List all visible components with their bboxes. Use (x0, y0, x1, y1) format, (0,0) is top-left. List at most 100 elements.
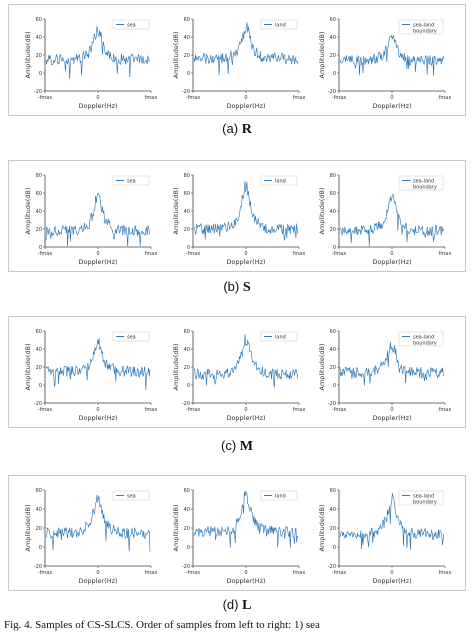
x-tick-label: 0 (96, 95, 99, 101)
y-tick-label: -20 (182, 564, 190, 570)
row-r-plots: -20 0 20 40 60 -fmax 0 fmax Amplitude(dB) Doppler… (24, 17, 451, 110)
legend: land (260, 175, 298, 186)
legend-label: land (275, 335, 286, 341)
x-tick-label: -fmax (186, 95, 200, 101)
series-line (193, 334, 299, 388)
legend-label: boundary (413, 29, 437, 35)
legend-label: boundary (413, 500, 437, 506)
x-tick-label: 0 (390, 95, 393, 101)
x-tick-label: -fmax (186, 251, 200, 257)
y-tick-label: 0 (333, 383, 336, 389)
y-tick-label: -20 (328, 401, 336, 407)
y-tick-label: 0 (39, 71, 42, 77)
y-axis-label: Amplitude(dB) (318, 344, 326, 391)
y-tick-label: 40 (330, 507, 336, 513)
y-tick-label: -20 (34, 401, 42, 407)
x-tick-label: fmax (145, 95, 158, 101)
y-tick-label: 40 (330, 35, 336, 41)
legend-box (112, 331, 150, 342)
y-axis-label: Amplitude(dB) (172, 188, 180, 235)
legend: land (260, 490, 298, 501)
series-line (339, 194, 445, 247)
series-line (193, 180, 299, 241)
x-axis-label: Doppler(Hz) (78, 102, 117, 110)
x-tick-label: 0 (96, 251, 99, 257)
y-tick-label: 20 (36, 227, 42, 233)
legend-label: sea-land (413, 23, 434, 29)
y-tick-label: 20 (330, 365, 336, 371)
legend-box (260, 175, 298, 186)
y-axis-label: Amplitude(dB) (318, 505, 326, 552)
y-tick-label: -20 (182, 89, 190, 95)
y-tick-label: 0 (39, 245, 42, 251)
series-line (45, 192, 151, 247)
y-tick-label: 40 (330, 347, 336, 353)
x-axis-label: Doppler(Hz) (372, 258, 411, 266)
x-tick-label: 0 (390, 407, 393, 413)
y-tick-label: 0 (187, 71, 190, 77)
y-tick-label: 80 (184, 173, 190, 179)
y-tick-label: 60 (330, 329, 336, 335)
y-tick-label: 0 (333, 545, 336, 551)
x-tick-label: 0 (244, 407, 247, 413)
legend-label: sea (127, 494, 136, 500)
x-tick-label: -fmax (38, 570, 52, 576)
legend-box (398, 19, 444, 35)
y-tick-label: 60 (330, 488, 336, 494)
y-tick-label: 20 (330, 227, 336, 233)
y-tick-label: 20 (36, 365, 42, 371)
subplot-r-2: -20 0 20 40 60 -fmax 0 fmax Amplitude(dB) Doppler… (172, 17, 305, 110)
y-axis-label: Amplitude(dB) (24, 505, 32, 552)
x-tick-label: -fmax (38, 407, 52, 413)
y-tick-label: 20 (36, 526, 42, 532)
row-s-plots: 0 20 40 60 80 -fmax 0 fmax Amplitude(dB) Doppler(… (24, 173, 452, 266)
legend-label: land (275, 179, 286, 185)
x-tick-label: fmax (145, 570, 158, 576)
y-tick-label: -20 (328, 564, 336, 570)
figure-caption: Fig. 4. Samples of CS-SLCS. Order of sam… (4, 619, 320, 631)
x-tick-label: fmax (293, 570, 306, 576)
y-tick-label: 0 (187, 383, 190, 389)
legend: sea (112, 175, 150, 186)
legend: land (260, 19, 298, 30)
legend-box (398, 490, 444, 506)
y-axis-label: Amplitude(dB) (172, 344, 180, 391)
x-tick-label: fmax (293, 407, 306, 413)
legend-label: sea (127, 23, 136, 29)
series-line (45, 494, 151, 552)
caption-m: (c) M (220, 438, 253, 454)
subplot-l-2: -20 0 20 40 60 -fmax 0 fmax Amplitude(dB) Doppler… (172, 488, 305, 585)
x-tick-label: fmax (439, 570, 452, 576)
x-tick-label: fmax (439, 251, 452, 257)
y-tick-label: 60 (36, 191, 42, 197)
x-tick-label: 0 (244, 570, 247, 576)
y-axis-label: Amplitude(dB) (172, 505, 180, 552)
x-tick-label: -fmax (38, 95, 52, 101)
caption-r: (a) R (222, 121, 252, 137)
subplot-r-3: -20 0 20 40 60 -fmax 0 fmax Amplitude(dB) Doppler… (318, 17, 451, 110)
x-tick-label: fmax (439, 95, 452, 101)
y-tick-label: 40 (36, 209, 42, 215)
y-tick-label: 60 (36, 17, 42, 23)
legend-box (260, 331, 298, 342)
y-tick-label: 60 (184, 17, 190, 23)
series-line (193, 490, 298, 548)
y-tick-label: 60 (330, 191, 336, 197)
row-m-plots: -20 0 20 40 60 -fmax 0 fmax Amplitude(dB) Doppler… (24, 329, 451, 422)
y-tick-label: 60 (36, 488, 42, 494)
legend: sea (112, 19, 150, 30)
legend-box (112, 175, 150, 186)
y-axis-label: Amplitude(dB) (24, 188, 32, 235)
panel-l: -20 0 20 40 60 -fmax 0 fmax Amplitude(dB) Doppler… (8, 475, 466, 591)
series-line (339, 493, 445, 550)
y-tick-label: 0 (39, 383, 42, 389)
y-tick-label: 40 (184, 347, 190, 353)
x-axis-label: Doppler(Hz) (226, 102, 265, 110)
x-tick-label: -fmax (332, 251, 346, 257)
x-tick-label: -fmax (186, 570, 200, 576)
series-line (339, 34, 445, 76)
y-tick-label: -20 (182, 401, 190, 407)
caption-s: (b) S (223, 279, 251, 295)
